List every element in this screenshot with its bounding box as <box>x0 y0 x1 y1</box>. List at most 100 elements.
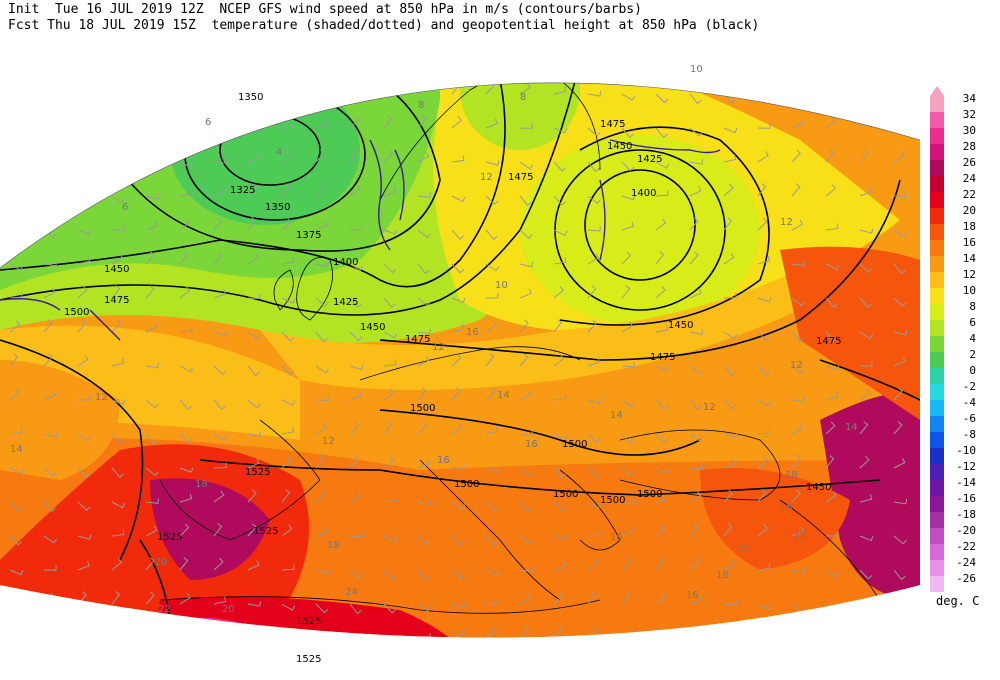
wind-barb <box>179 127 192 138</box>
wind-barb <box>621 591 631 605</box>
colorbar-level-label: -26 <box>956 572 976 585</box>
wind-barb <box>723 399 737 410</box>
wind-barb <box>757 603 772 611</box>
wind-barb <box>179 593 191 605</box>
wind-barb <box>860 665 872 672</box>
temp-label: 14 <box>10 444 23 455</box>
wind-barb <box>893 82 904 95</box>
wind-barb <box>587 319 598 333</box>
wind-barb <box>519 261 534 268</box>
wind-barb <box>757 183 767 197</box>
wind-barb <box>486 48 494 60</box>
wind-barb <box>655 467 670 474</box>
wind-barb <box>587 225 601 232</box>
wind-barb <box>145 251 155 265</box>
wind-barb <box>145 591 155 605</box>
wind-barb <box>825 569 840 578</box>
wind-barb <box>723 292 737 299</box>
wind-barb <box>77 87 91 95</box>
wind-barb <box>893 457 906 469</box>
wind-barb <box>145 193 160 200</box>
wind-barb <box>417 263 430 275</box>
wind-barb <box>893 421 903 435</box>
wind-barb <box>43 535 58 544</box>
wind-barb <box>315 527 329 537</box>
wind-speed-contours <box>0 139 721 341</box>
colorbar-level-label: 24 <box>963 172 977 185</box>
wind-barb <box>315 568 330 575</box>
temp-label: 12 <box>790 360 803 371</box>
wind-barb <box>791 219 804 231</box>
colorbar-swatch <box>930 96 944 112</box>
height-label: 1400 <box>333 257 358 268</box>
wind-barb <box>791 260 806 266</box>
colorbar-swatch <box>930 496 944 512</box>
wind-barb <box>77 229 92 236</box>
wind-barb <box>349 224 363 231</box>
wind-barb <box>519 353 529 367</box>
wind-barb <box>417 387 427 401</box>
colorbar: 3432302826242220181614121086420-2-4-6-8-… <box>930 86 976 592</box>
wind-barb <box>213 289 226 299</box>
wind-barb <box>111 161 124 173</box>
wind-barb <box>9 535 23 546</box>
wind-barb <box>179 251 189 265</box>
wind-barb <box>485 292 499 299</box>
wind-barb <box>349 421 360 435</box>
wind-barb <box>349 115 360 129</box>
colorbar-swatch <box>930 240 944 256</box>
wind-barb <box>213 93 226 105</box>
wind-barb <box>859 228 874 234</box>
wind-barb <box>281 455 292 469</box>
wind-barb <box>9 625 20 638</box>
wind-barb <box>281 256 295 265</box>
temp-label: 12 <box>780 217 793 228</box>
wind-barb <box>894 52 906 60</box>
wind-barb <box>9 388 20 401</box>
colorbar-swatch <box>930 416 944 432</box>
wind-barb <box>417 297 431 307</box>
wind-barb <box>350 669 363 674</box>
wind-barb <box>214 638 227 643</box>
wind-barb <box>656 59 669 64</box>
wind-barb <box>621 399 636 408</box>
temp-label: 18 <box>785 470 798 481</box>
wind-barb <box>825 455 835 469</box>
wind-barb <box>179 325 193 333</box>
wind-barb <box>349 491 362 503</box>
wind-barb <box>553 257 567 265</box>
wind-barb <box>213 462 227 469</box>
height-label: 1475 <box>104 295 129 306</box>
wind-barb <box>383 297 396 308</box>
wind-barb <box>281 183 291 197</box>
wind-barb <box>485 353 495 367</box>
wind-barb <box>893 498 908 505</box>
wind-barb <box>43 467 57 477</box>
wind-barb <box>825 421 836 435</box>
wind-barb <box>9 501 22 512</box>
wind-barb <box>723 93 737 104</box>
wind-barb <box>655 251 665 265</box>
wind-barb <box>111 591 121 605</box>
wind-barb <box>9 353 19 367</box>
height-label: 1450 <box>806 482 831 493</box>
height-label: 1500 <box>454 479 479 490</box>
wind-barb <box>43 593 55 605</box>
colorbar-swatch <box>930 544 944 560</box>
wind-barb <box>792 60 804 68</box>
wind-barb <box>486 659 493 672</box>
wind-barb <box>77 433 92 442</box>
wind-barb <box>621 557 631 571</box>
colorbar-swatch <box>930 304 944 320</box>
temp-label: 14 <box>845 422 858 433</box>
wind-barb <box>281 217 292 231</box>
height-label: 1450 <box>360 322 385 333</box>
wind-barb <box>9 229 22 240</box>
colorbar-swatch <box>930 112 944 128</box>
wind-barb <box>247 365 260 377</box>
wind-barb <box>860 56 872 61</box>
wind-barb <box>315 331 328 343</box>
wind-barb <box>689 217 699 231</box>
wind-barb <box>791 455 801 469</box>
wind-barb <box>791 92 806 98</box>
